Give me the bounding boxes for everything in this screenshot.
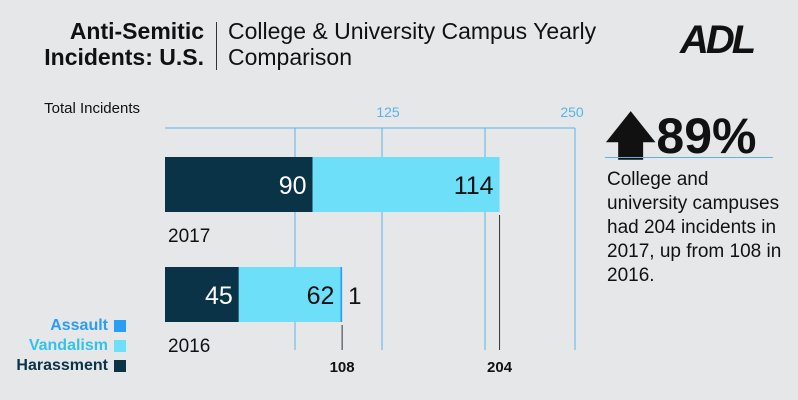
- bar-vandalism: [312, 157, 500, 212]
- adl-logo: ADL: [680, 18, 756, 62]
- chart-subtitle: College & University Campus Yearly Compa…: [228, 18, 597, 70]
- legend-vandalism: Vandalism: [29, 337, 126, 355]
- title-divider: [216, 22, 217, 70]
- data-label: 90: [279, 172, 307, 200]
- x-tick-label: 250: [560, 104, 584, 120]
- bar-harassment: [165, 157, 313, 212]
- up-arrow-icon: 🡅: [605, 108, 657, 164]
- data-label: 1: [348, 283, 361, 310]
- bar-vandalism: [238, 267, 341, 322]
- data-label: 62: [307, 282, 335, 310]
- data-label: 114: [454, 172, 494, 200]
- y-axis-label: Total Incidents: [44, 100, 140, 117]
- percent-change: 🡅89%: [605, 100, 756, 185]
- percent-value: 89%: [656, 108, 757, 164]
- legend-label: Harassment: [16, 357, 108, 374]
- bar-assault: [340, 267, 343, 322]
- x-tick-label: 125: [376, 104, 400, 120]
- legend-assault: Assault: [50, 317, 126, 335]
- chart-title: Anti-Semitic Incidents: U.S.: [44, 18, 204, 70]
- legend-label: Vandalism: [28, 337, 108, 354]
- data-label: 45: [205, 282, 233, 310]
- bar-harassment: [165, 267, 239, 322]
- legend-swatch: [114, 320, 126, 332]
- year-label: 2017: [168, 226, 210, 247]
- total-label: 108: [330, 359, 355, 376]
- stat-divider: [605, 157, 773, 158]
- legend-label: Assault: [50, 317, 108, 334]
- year-label: 2016: [168, 336, 210, 357]
- total-label: 204: [487, 359, 513, 376]
- legend-swatch: [114, 360, 126, 372]
- stat-description: College and university campuses had 204 …: [607, 169, 782, 286]
- legend-swatch: [114, 340, 126, 352]
- legend-harassment: Harassment: [16, 357, 126, 375]
